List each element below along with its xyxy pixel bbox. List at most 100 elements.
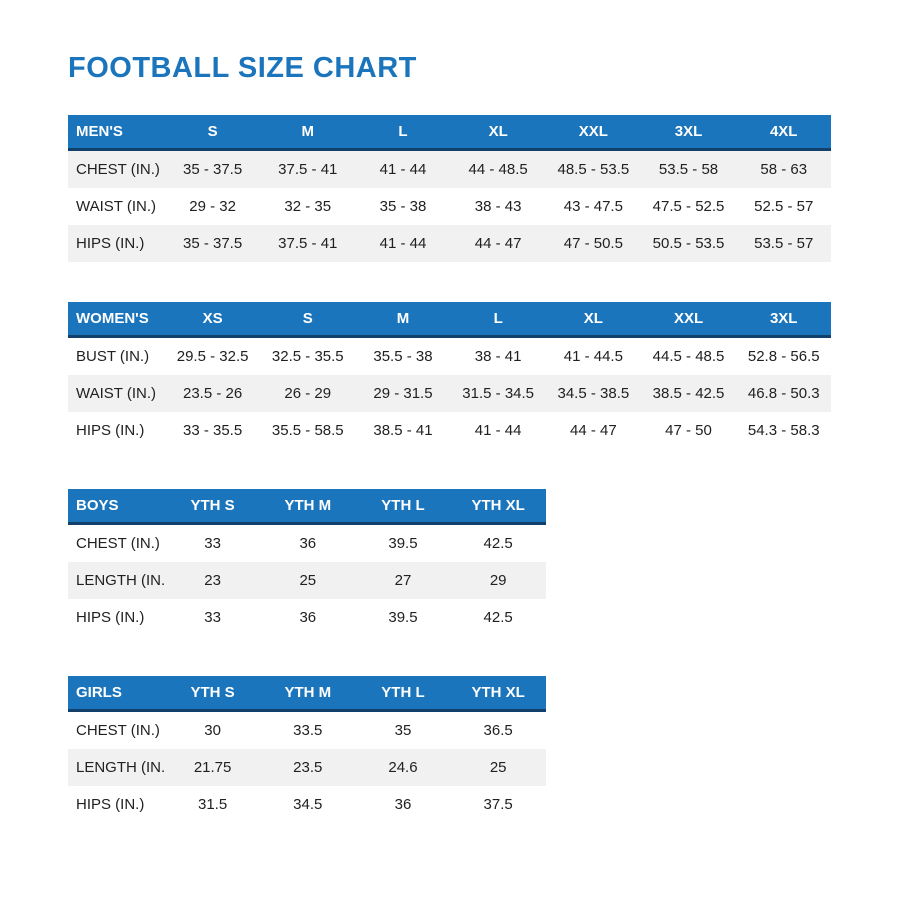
size-column-header: YTH M [284, 684, 332, 701]
measurement-cell: 25 [489, 759, 507, 776]
table-row: LENGTH (IN.) 21.75 23.5 24.6 25 [68, 749, 546, 786]
measurement-cell: 37.5 [483, 796, 513, 813]
measurement-cell: 29 - 31.5 [373, 385, 433, 402]
row-label: LENGTH (IN.) [76, 759, 165, 776]
table-row: WAIST (IN.) 23.5 - 26 26 - 29 29 - 31.5 31.5… [68, 375, 832, 412]
measurement-cell: 29 - 32 [189, 198, 236, 215]
measurement-cell: 23.5 - 26 [182, 385, 243, 402]
row-label: HIPS (IN.) [76, 796, 145, 813]
table-row: CHEST (IN.) 35 - 37.5 37.5 - 41 41 - 44 44 -… [68, 151, 832, 188]
row-label: HIPS (IN.) [76, 235, 145, 252]
size-column-header: YTH S [190, 684, 235, 701]
measurement-cell: 54.3 - 58.3 [747, 422, 820, 439]
size-column-header: YTH L [381, 497, 425, 514]
measurement-cell: 52.8 - 56.5 [747, 348, 820, 365]
measurement-cell: 34.5 [293, 796, 323, 813]
measurement-cell: 39.5 [388, 535, 418, 552]
measurement-cell: 35 - 38 [379, 198, 427, 215]
size-column-header: YTH XL [471, 684, 525, 701]
measurement-cell: 48.5 - 53.5 [557, 161, 630, 178]
size-column-header: M [396, 310, 410, 327]
measurement-cell: 23.5 [293, 759, 323, 776]
table-header-row-girls: GIRLS YTH S YTH M YTH L YTH XL [68, 676, 546, 712]
measurement-cell: 33 [204, 535, 221, 552]
row-label: BUST (IN.) [76, 348, 150, 365]
measurement-cell: 33 - 35.5 [182, 422, 243, 439]
measurement-cell: 38 - 41 [474, 348, 522, 365]
size-table-boys: BOYS YTH S YTH M YTH L YTH XL CHEST (IN.) 33 36… [68, 489, 546, 636]
measurement-cell: 35 - 37.5 [182, 161, 243, 178]
table-header-row-womens: WOMEN'S XS S M L XL XXL 3XL [68, 302, 832, 338]
size-column-header: YTH S [190, 497, 235, 514]
table-row: LENGTH (IN.) 23 25 27 29 [68, 562, 546, 599]
measurement-cell: 41 - 44.5 [563, 348, 623, 365]
measurement-cell: 44 - 47 [474, 235, 522, 252]
measurement-cell: 44 - 47 [569, 422, 617, 439]
table-category-label: BOYS [76, 497, 119, 514]
page-title: FOOTBALL SIZE CHART [68, 52, 417, 84]
measurement-cell: 26 - 29 [284, 385, 332, 402]
table-header-row-mens: MEN'S S M L XL XXL 3XL 4XL [68, 115, 832, 151]
size-table-mens: MEN'S S M L XL XXL 3XL 4XL CHEST (IN.) 35 - 37.5 3… [68, 115, 832, 262]
size-column-header: YTH M [284, 497, 332, 514]
size-column-header: XL [583, 310, 603, 327]
table-row: HIPS (IN.) 35 - 37.5 37.5 - 41 41 - 44 44 - … [68, 225, 832, 262]
measurement-cell: 53.5 - 58 [658, 161, 719, 178]
measurement-cell: 29 [489, 572, 507, 589]
table-row: HIPS (IN.) 33 36 39.5 42.5 [68, 599, 546, 636]
measurement-cell: 36 [394, 796, 412, 813]
measurement-cell: 35.5 - 38 [373, 348, 433, 365]
size-column-header: L [398, 123, 408, 140]
measurement-cell: 33.5 [293, 722, 323, 739]
measurement-cell: 41 - 44 [379, 161, 427, 178]
measurement-cell: 38 - 43 [474, 198, 522, 215]
size-column-header: L [493, 310, 503, 327]
table-row: CHEST (IN.) 30 33.5 35 36.5 [68, 712, 546, 749]
measurement-cell: 23 [204, 572, 221, 589]
measurement-cell: 35 - 37.5 [182, 235, 243, 252]
measurement-cell: 31.5 [197, 796, 228, 813]
measurement-cell: 41 - 44 [379, 235, 427, 252]
measurement-cell: 44.5 - 48.5 [652, 348, 725, 365]
measurement-cell: 32.5 - 35.5 [271, 348, 344, 365]
measurement-cell: 29.5 - 32.5 [176, 348, 249, 365]
row-label: WAIST (IN.) [76, 385, 156, 402]
measurement-cell: 35.5 - 58.5 [271, 422, 344, 439]
row-label: WAIST (IN.) [76, 198, 156, 215]
measurement-cell: 42.5 [483, 609, 513, 626]
row-label: CHEST (IN.) [76, 535, 160, 552]
row-label: HIPS (IN.) [76, 422, 145, 439]
size-column-header: S [302, 310, 313, 327]
measurement-cell: 46.8 - 50.3 [747, 385, 820, 402]
size-column-header: 3XL [674, 123, 703, 140]
row-label: LENGTH (IN.) [76, 572, 165, 589]
measurement-cell: 33 [204, 609, 221, 626]
measurement-cell: 38.5 - 41 [373, 422, 433, 439]
measurement-cell: 27 [394, 572, 412, 589]
row-label: CHEST (IN.) [76, 161, 160, 178]
measurement-cell: 36 [299, 609, 317, 626]
size-column-header: XL [488, 123, 508, 140]
measurement-cell: 25 [299, 572, 317, 589]
table-category-label: MEN'S [76, 123, 123, 140]
size-column-header: XXL [673, 310, 704, 327]
row-label: HIPS (IN.) [76, 609, 145, 626]
measurement-cell: 50.5 - 53.5 [652, 235, 725, 252]
table-category-label: WOMEN'S [76, 310, 149, 327]
size-column-header: 3XL [769, 310, 798, 327]
measurement-cell: 32 - 35 [284, 198, 332, 215]
table-category-label: GIRLS [76, 684, 122, 701]
measurement-cell: 53.5 - 57 [754, 235, 814, 252]
measurement-cell: 52.5 - 57 [754, 198, 814, 215]
measurement-cell: 30 [204, 722, 221, 739]
measurement-cell: 36.5 [483, 722, 513, 739]
measurement-cell: 47.5 - 52.5 [652, 198, 725, 215]
measurement-cell: 42.5 [483, 535, 513, 552]
measurement-cell: 31.5 - 34.5 [462, 385, 535, 402]
measurement-cell: 36 [299, 535, 317, 552]
measurement-cell: 24.6 [388, 759, 418, 776]
row-label: CHEST (IN.) [76, 722, 160, 739]
size-column-header: M [301, 123, 315, 140]
size-column-header: 4XL [769, 123, 798, 140]
